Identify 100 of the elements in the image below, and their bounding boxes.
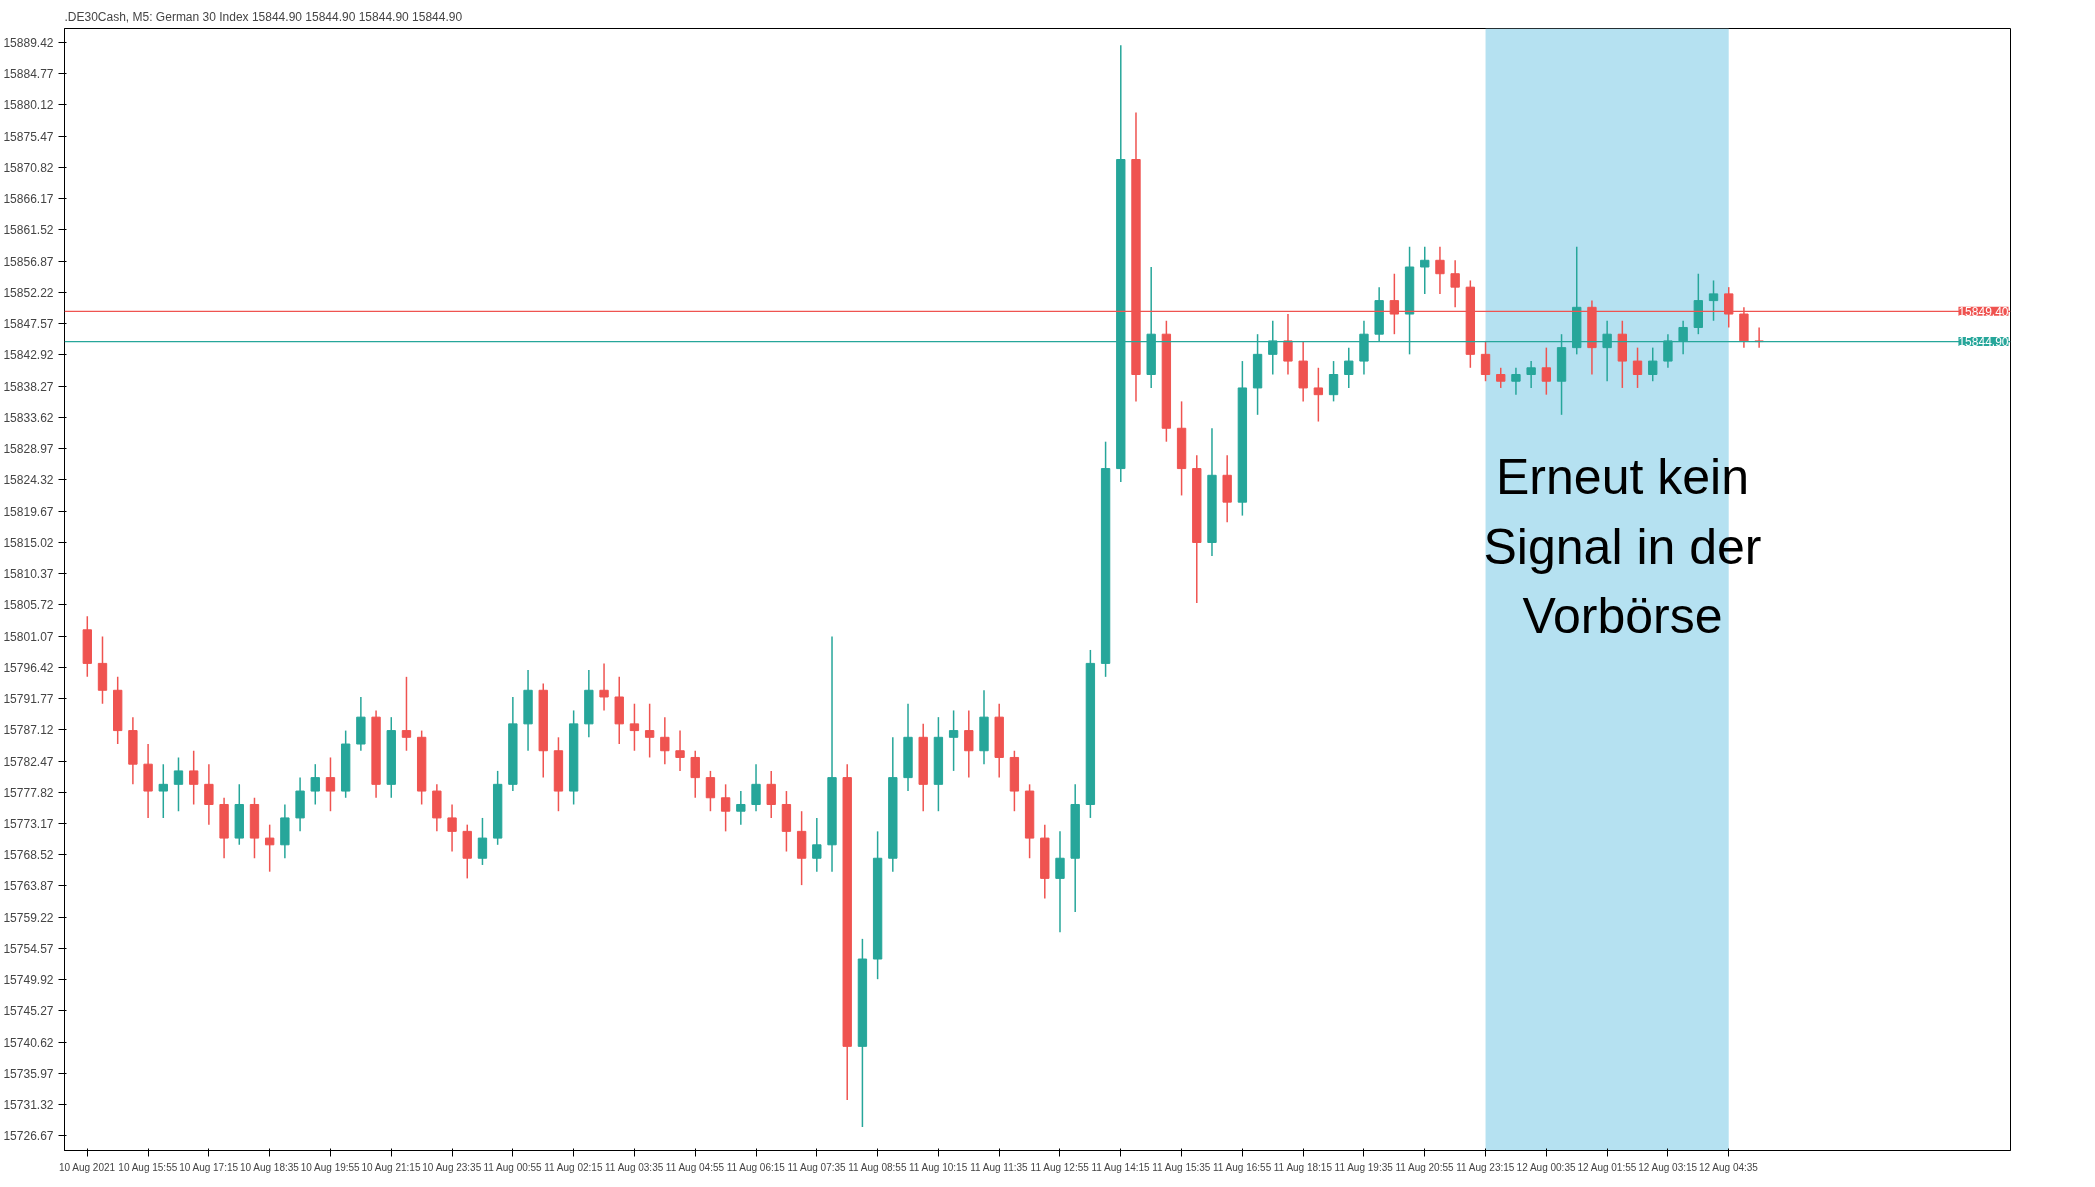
x-tick-label: 11 Aug 07:35: [787, 1161, 847, 1173]
candlestick: [705, 770, 716, 812]
candlestick: [325, 756, 336, 812]
candlestick: [766, 770, 776, 819]
candlestick: [675, 729, 685, 772]
y-tick-label: 15884.77: [3, 67, 54, 82]
x-tick-label: 11 Aug 16:55: [1213, 1161, 1272, 1173]
y-tick-label: 15805.72: [3, 598, 54, 613]
y-tick-label: 15828.97: [3, 442, 54, 457]
y-tick-label: 15815.02: [3, 535, 54, 550]
candlestick: [629, 702, 640, 752]
x-tick-label: 12 Aug 03:15: [1638, 1161, 1698, 1173]
y-tick-label: 15852.22: [3, 285, 54, 300]
candlestick: [1435, 246, 1445, 295]
annotation: Erneut kein Signal in der Vorbörse: [1483, 449, 1762, 645]
x-tick-label: 11 Aug 02:15: [544, 1161, 603, 1173]
y-tick-label: 15763.87: [3, 879, 54, 894]
candlestick: [310, 763, 320, 806]
candlestick: [189, 750, 199, 806]
y-tick-label: 15819.67: [3, 504, 54, 519]
y-tick-label: 15875.47: [3, 129, 54, 144]
y-tick-label: 15842.92: [3, 348, 54, 363]
candlestick: [1450, 259, 1460, 309]
candlestick: [1632, 346, 1643, 389]
y-tick-label: 15726.67: [3, 1129, 54, 1144]
y-tick-label: 15856.87: [3, 254, 54, 269]
candlestick: [1055, 830, 1065, 933]
x-tick-label: 10 Aug 18:35: [239, 1161, 300, 1173]
x-tick-label: 12 Aug 00:35: [1516, 1161, 1576, 1173]
x-tick-label: 10 Aug 19:55: [300, 1161, 361, 1173]
candlestick: [447, 803, 457, 853]
candlestick: [644, 702, 655, 759]
ref-line-label: 15849.40: [1958, 304, 2009, 319]
x-tick-label: 11 Aug 06:15: [726, 1161, 786, 1173]
y-tick-label: 15768.52: [3, 848, 54, 863]
x-tick-label: 10 Aug 21:15: [361, 1161, 421, 1173]
x-tick-label: 11 Aug 00:55: [483, 1161, 543, 1173]
candlestick: [599, 662, 609, 712]
x-tick-label: 11 Aug 15:35: [1152, 1161, 1211, 1173]
candlestick: [173, 756, 184, 812]
y-tick-label: 15880.12: [3, 98, 54, 113]
y-tick-label: 15838.27: [3, 379, 54, 394]
y-tick-label: 15870.82: [3, 160, 54, 175]
candlestick: [660, 716, 670, 765]
y-tick-label: 15796.42: [3, 660, 54, 675]
y-tick-label: 15787.12: [3, 723, 54, 738]
y-tick-label: 15731.32: [3, 1098, 54, 1113]
y-tick-label: 15777.82: [3, 785, 54, 800]
x-tick-label: 10 Aug 2021: [58, 1161, 116, 1173]
candlestick: [1708, 279, 1719, 322]
candlestick: [720, 783, 731, 833]
x-tick-label: 10 Aug 17:15: [179, 1161, 239, 1173]
x-tick-label: 11 Aug 08:55: [848, 1161, 907, 1173]
y-tick-label: 15754.57: [3, 941, 54, 956]
candlestick: [204, 763, 214, 826]
x-tick-label: 10 Aug 15:55: [118, 1161, 178, 1173]
candlestick: [1496, 367, 1506, 389]
candlestick: [1328, 360, 1339, 403]
candlestick: [1283, 313, 1293, 376]
y-tick-label: 15801.07: [3, 629, 54, 644]
x-tick-label: 12 Aug 01:55: [1577, 1161, 1637, 1173]
y-tick-label: 15749.92: [3, 973, 54, 988]
y-tick-label: 15740.62: [3, 1035, 54, 1050]
candlestick: [1648, 346, 1658, 382]
y-tick-label: 15759.22: [3, 910, 54, 925]
y-tick-label: 15824.32: [3, 473, 54, 488]
x-tick-label: 11 Aug 12:55: [1030, 1161, 1090, 1173]
candlestick: [477, 817, 488, 866]
x-tick-label: 11 Aug 03:35: [605, 1161, 664, 1173]
candlestick: [1420, 246, 1430, 295]
candlestick: [158, 763, 168, 819]
y-tick-label: 15847.57: [3, 317, 54, 332]
x-tick-label: 11 Aug 18:15: [1273, 1161, 1333, 1173]
x-tick-label: 11 Aug 11:35: [970, 1161, 1029, 1173]
candlestick: [948, 709, 959, 772]
y-tick-label: 15791.77: [3, 692, 54, 707]
x-tick-label: 11 Aug 23:15: [1456, 1161, 1515, 1173]
y-tick-label: 15735.97: [3, 1066, 54, 1081]
y-tick-label: 15833.62: [3, 410, 54, 425]
y-tick-label: 15745.27: [3, 1004, 54, 1019]
chart-title: .DE30Cash, M5: German 30 Index 15844.90 15844.90 15844.90 15844.90: [64, 9, 463, 24]
y-tick-label: 15866.17: [3, 192, 54, 207]
candlestick: [964, 709, 974, 779]
ref-line-label: 15844.90: [1958, 335, 2009, 350]
candlestick: [265, 823, 275, 873]
candlestick: [812, 817, 822, 873]
x-tick-label: 12 Aug 04:35: [1698, 1161, 1759, 1173]
x-tick-label: 11 Aug 10:15: [909, 1161, 968, 1173]
candlestick: [736, 790, 746, 826]
y-tick-label: 15889.42: [3, 35, 54, 50]
x-tick-label: 11 Aug 04:55: [665, 1161, 725, 1173]
candlestick: [1511, 367, 1521, 396]
y-tick-label: 15773.17: [3, 817, 54, 832]
candlestick: [1313, 367, 1324, 423]
y-tick-label: 15861.52: [3, 223, 54, 238]
candlestick: [1480, 340, 1491, 382]
candlestick: [1526, 360, 1536, 389]
candlestick: [690, 750, 700, 799]
candlestick: [1541, 346, 1552, 396]
x-tick-label: 10 Aug 23:35: [422, 1161, 482, 1173]
